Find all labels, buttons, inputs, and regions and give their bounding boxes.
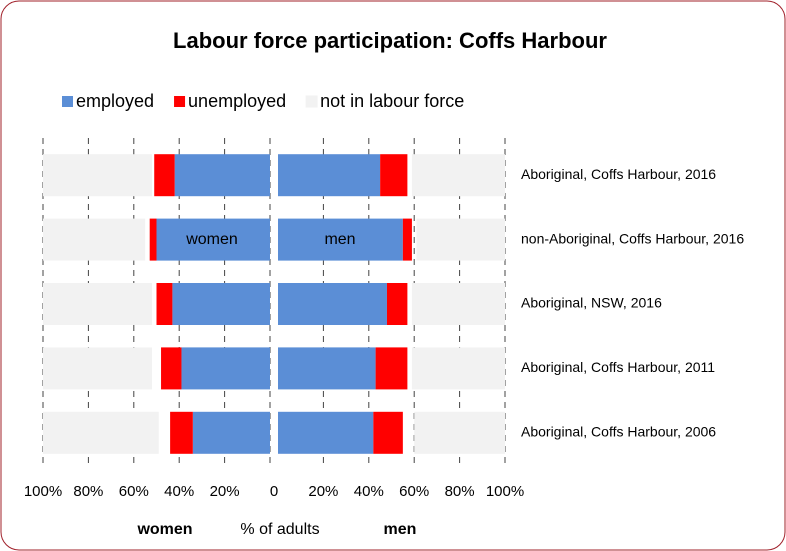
panel-label: women	[136, 521, 192, 538]
x-tick-label: 20%	[210, 483, 240, 500]
x-axis-label: % of adults	[240, 521, 319, 538]
x-tick-label: 100%	[24, 483, 62, 500]
bar-segment	[375, 347, 408, 390]
bar-segment	[411, 154, 505, 197]
bar-segment	[278, 411, 374, 454]
legend-swatch	[174, 96, 186, 107]
category-label: Aboriginal, NSW, 2016	[521, 295, 662, 311]
bar-segment	[411, 347, 505, 390]
bar-segment	[414, 411, 505, 454]
bar-segment	[278, 154, 381, 197]
bar-segment	[43, 154, 152, 197]
bar-segment	[43, 411, 159, 454]
x-tick-label: 100%	[486, 483, 524, 500]
bar-segment	[170, 411, 193, 454]
legend-swatch	[305, 95, 318, 108]
bar-segment	[373, 411, 403, 454]
bar-segment	[156, 218, 270, 261]
bar-segment	[380, 154, 408, 197]
x-tick-label: 80%	[73, 483, 103, 500]
bar-segment	[156, 283, 173, 325]
bar-segment	[386, 283, 408, 325]
bar-segment	[43, 347, 152, 390]
bar-segment	[154, 154, 175, 197]
bar-segment	[278, 218, 403, 261]
bar-segment	[43, 283, 152, 325]
bar-segment	[43, 218, 146, 261]
panel-label: men	[384, 521, 417, 538]
bar-segment	[181, 347, 270, 390]
category-label: Aboriginal, Coffs Harbour, 2006	[521, 424, 716, 440]
x-tick-label: 80%	[445, 483, 475, 500]
bar-segment	[402, 218, 412, 261]
x-tick-label: 60%	[399, 483, 429, 500]
x-tick-label: 20%	[308, 483, 338, 500]
bar-segment	[149, 218, 157, 261]
bar-segment	[192, 411, 270, 454]
legend-label: not in labour force	[320, 91, 464, 111]
bar-segment	[278, 283, 387, 325]
chart-title: Labour force participation: Coffs Harbou…	[173, 28, 607, 53]
bar-segment	[172, 283, 270, 325]
x-tick-label: 40%	[164, 483, 194, 500]
bar-segment	[174, 154, 270, 197]
bar-segment	[161, 347, 182, 390]
bar-annotation: men	[324, 231, 355, 248]
bar-segment	[416, 218, 505, 261]
bar-segment	[411, 283, 505, 325]
bar-annotation: women	[185, 231, 238, 248]
legend-label: employed	[76, 91, 154, 111]
x-tick-label: 40%	[354, 483, 384, 500]
category-label: Aboriginal, Coffs Harbour, 2011	[521, 359, 715, 375]
category-label: non-Aboriginal, Coffs Harbour, 2016	[521, 230, 744, 246]
legend-label: unemployed	[188, 91, 286, 111]
category-label: Aboriginal, Coffs Harbour, 2016	[521, 166, 716, 182]
x-tick-label: 0	[270, 483, 278, 500]
x-tick-label: 60%	[119, 483, 149, 500]
legend-swatch	[62, 96, 73, 107]
bar-segment	[278, 347, 376, 390]
